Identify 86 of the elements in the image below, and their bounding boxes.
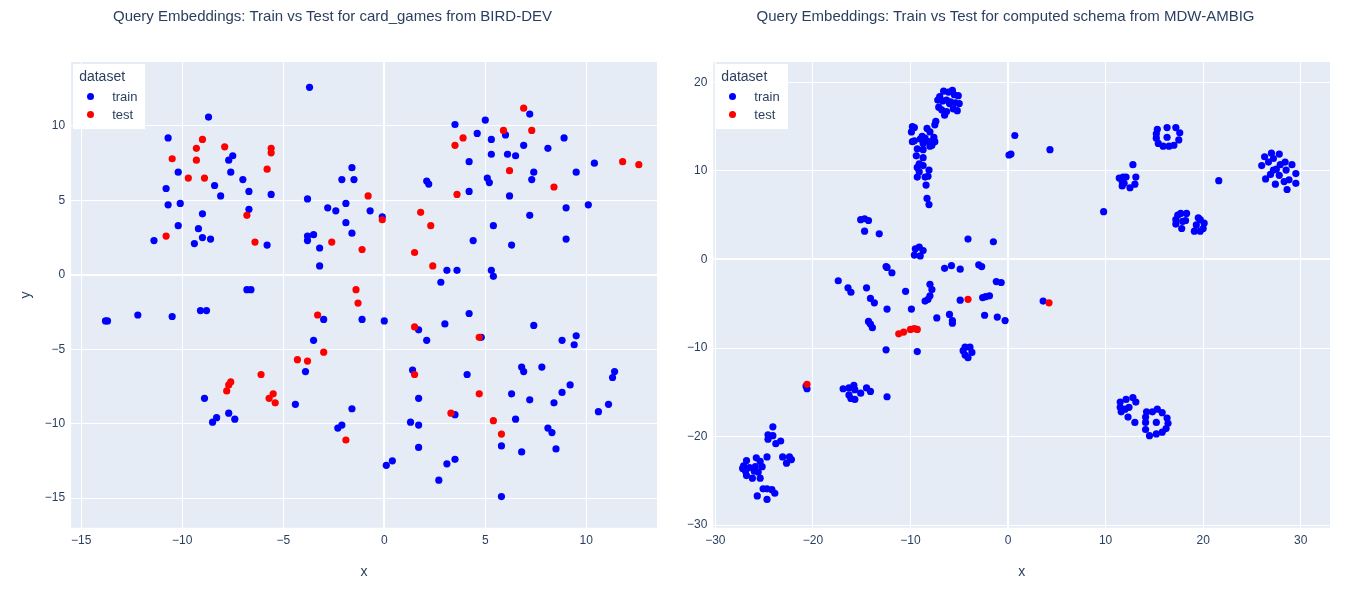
point — [269, 390, 277, 398]
x-axis-title: x — [360, 563, 368, 580]
point — [447, 409, 455, 417]
point — [267, 149, 275, 157]
x-tick-label: 20 — [1196, 533, 1211, 548]
x-tick-label: −10 — [172, 533, 193, 548]
point — [192, 144, 201, 152]
point — [417, 208, 425, 216]
point — [489, 417, 497, 425]
point — [358, 245, 366, 254]
point — [410, 323, 419, 331]
point — [635, 161, 643, 169]
point — [528, 126, 536, 135]
y-tick-label: 0 — [700, 251, 708, 266]
x-tick-label: −30 — [705, 533, 726, 548]
point — [243, 211, 251, 219]
point — [505, 167, 514, 175]
point — [459, 134, 467, 142]
point — [352, 286, 360, 294]
y-tick-label: 0 — [58, 267, 66, 282]
point — [168, 155, 176, 163]
y-tick-label: −30 — [687, 517, 708, 532]
point — [223, 387, 231, 395]
y-axis-title: y — [17, 291, 34, 299]
point — [475, 390, 483, 398]
x-tick-label: −15 — [71, 533, 92, 548]
x-tick-label: −5 — [276, 533, 291, 548]
y-tick-label: −10 — [687, 340, 708, 355]
point — [342, 436, 350, 444]
y-tick-label: −15 — [44, 490, 66, 505]
x-tick-label: 30 — [1294, 533, 1308, 548]
x-tick-label: 0 — [380, 533, 388, 548]
point — [619, 158, 627, 166]
point — [354, 299, 362, 307]
legend-label: test — [112, 106, 134, 122]
legend-label: test — [754, 106, 776, 122]
point — [497, 430, 506, 438]
point — [200, 174, 209, 182]
point — [265, 394, 273, 402]
point — [320, 348, 328, 356]
point — [221, 143, 229, 151]
x-axis-title: x — [1018, 563, 1026, 580]
y-tick-label: −20 — [687, 428, 708, 443]
legend-label: train — [112, 88, 138, 104]
point — [198, 135, 207, 143]
point — [192, 156, 201, 164]
point — [293, 356, 302, 364]
point — [303, 357, 312, 365]
chart-title: Query Embeddings: Train vs Test for computed schema from MDW-AMBIG — [756, 7, 1255, 25]
x-tick-label: 0 — [1004, 533, 1012, 548]
x-tick-label: 10 — [579, 533, 594, 548]
x-tick-label: 5 — [481, 533, 489, 548]
legend-title: dataset — [721, 68, 769, 84]
x-tick-label: −10 — [900, 533, 921, 548]
legend-label: train — [754, 88, 780, 104]
y-tick-label: 10 — [51, 118, 66, 133]
point — [328, 238, 336, 246]
point — [1045, 299, 1053, 307]
point — [451, 141, 459, 149]
point — [550, 183, 558, 191]
point — [453, 190, 461, 199]
legend-title: dataset — [79, 68, 127, 84]
point — [364, 192, 372, 200]
point — [162, 232, 170, 240]
point — [257, 370, 265, 379]
point — [184, 174, 192, 182]
point — [271, 399, 279, 407]
point — [427, 222, 435, 230]
point — [314, 311, 322, 319]
x-tick-label: −20 — [802, 533, 824, 548]
y-tick-label: 5 — [58, 192, 66, 207]
y-tick-label: 20 — [694, 74, 708, 89]
point — [410, 248, 419, 257]
y-tick-label: −10 — [44, 415, 66, 430]
x-tick-label: 10 — [1098, 533, 1113, 548]
point — [964, 295, 972, 303]
point — [900, 328, 908, 336]
point — [263, 165, 271, 173]
chart-title: Query Embeddings: Train vs Test for card_games from BIRD-DEV — [112, 7, 553, 25]
point — [410, 370, 419, 379]
point — [499, 126, 508, 135]
point — [251, 238, 259, 246]
y-tick-label: −5 — [51, 341, 66, 356]
point — [429, 262, 437, 270]
point — [520, 104, 528, 112]
y-tick-label: 10 — [694, 163, 708, 178]
